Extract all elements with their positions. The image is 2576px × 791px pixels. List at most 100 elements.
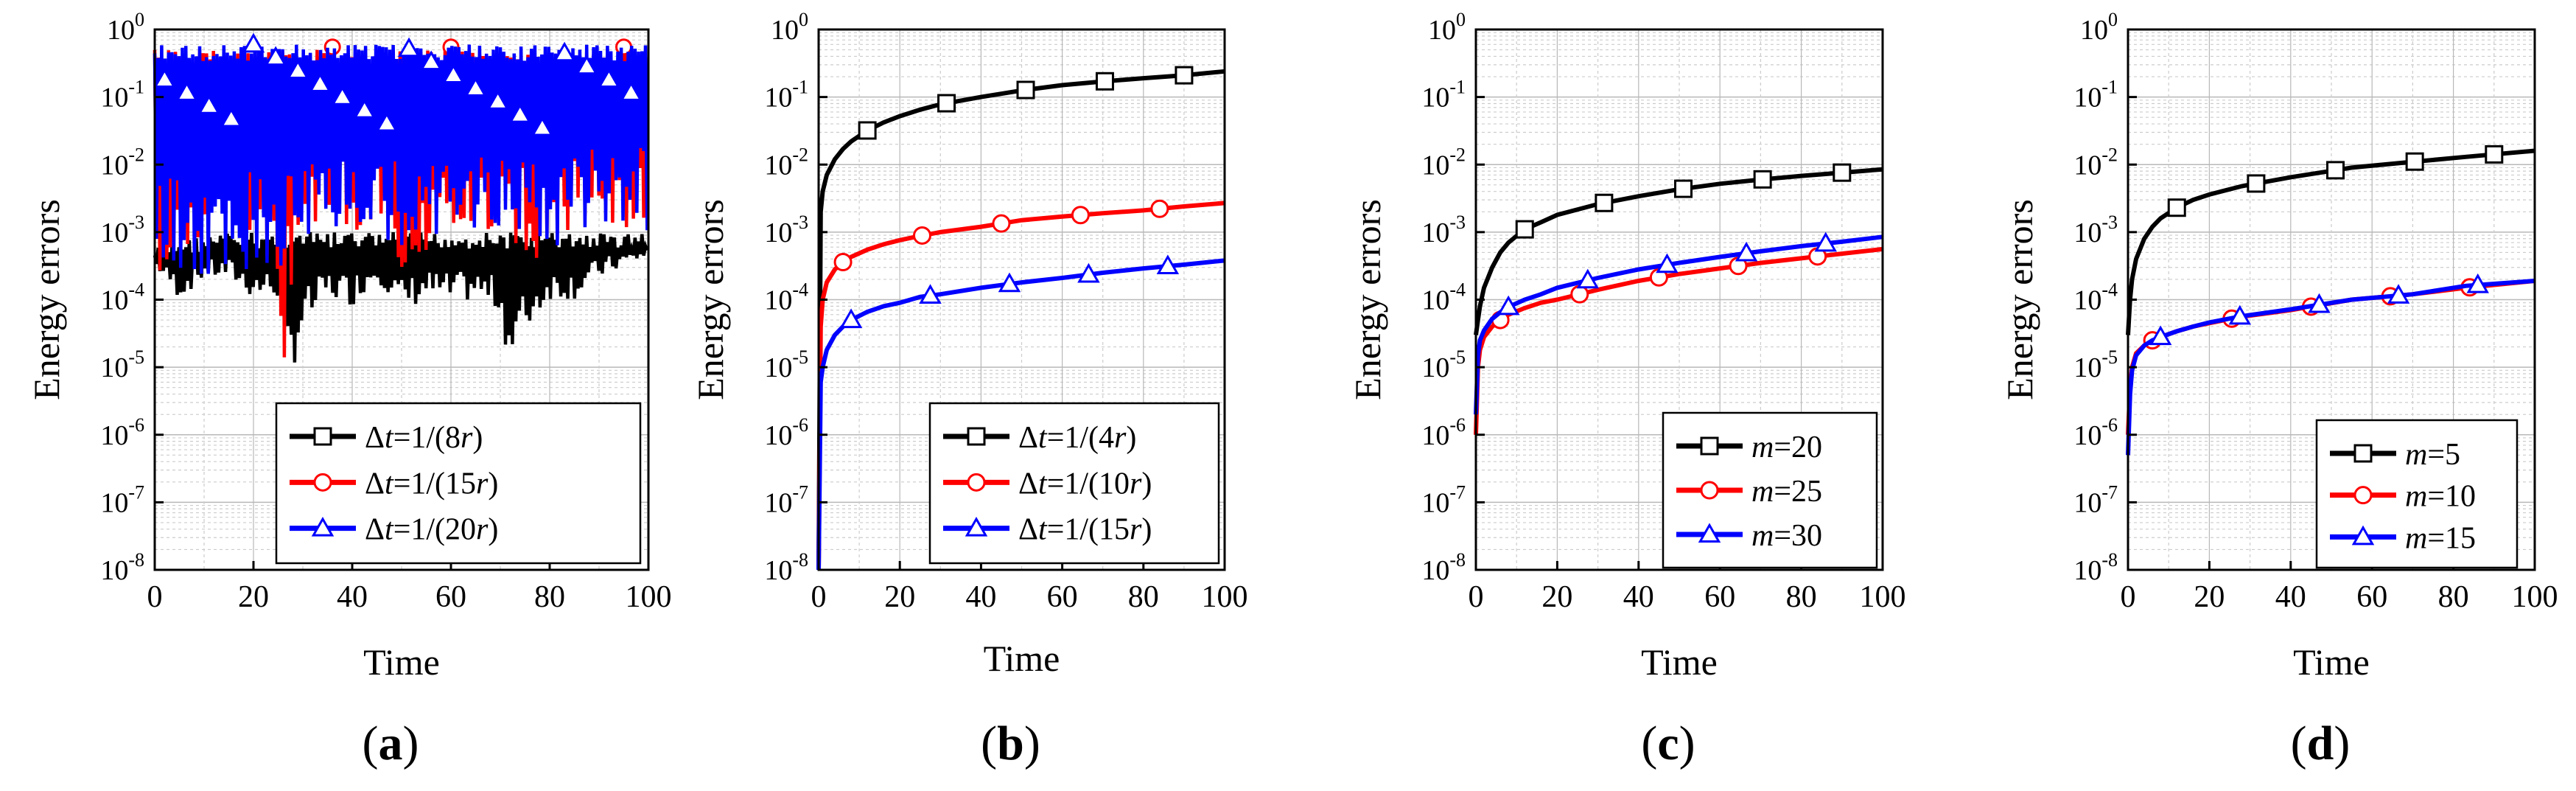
legend-marker [967, 473, 986, 492]
data-point [464, 77, 487, 97]
data-point [220, 107, 243, 128]
panel-label: (d) [2291, 717, 2351, 770]
series-1 [2126, 144, 2535, 335]
x-tick-label: 100 [1860, 580, 1906, 614]
legend-label: m=5 [2405, 438, 2460, 472]
y-tick-label: 10-8 [2073, 549, 2118, 586]
series-3 [1474, 231, 1883, 415]
data-point [1814, 231, 1837, 252]
legend-entry: Δt=1/(15r) [943, 513, 1152, 547]
y-tick-label: 10-4 [2073, 279, 2118, 316]
legend-label: Δt=1/(15r) [1018, 513, 1152, 547]
y-tick-label: 10-1 [100, 77, 144, 114]
legend-entry: Δt=1/(4r) [943, 421, 1136, 455]
data-point [937, 94, 956, 113]
legend: m=20 m=25 m=30 [1662, 411, 1878, 569]
data-point [1674, 179, 1693, 198]
series-line [1474, 234, 1883, 415]
y-tick-label: 100 [107, 9, 144, 46]
y-axis-label: Energy errors [26, 199, 67, 400]
data-point [998, 272, 1021, 293]
series-1 [816, 66, 1225, 571]
legend-marker [1700, 436, 1719, 456]
y-tick-label: 10-8 [764, 549, 808, 586]
series-3 [153, 32, 649, 274]
panel-2: 100 10-1 10-2 10-3 10-4 10-5 10-6 10-7 10-80 20 40… [690, 9, 1248, 770]
data-point [2167, 198, 2186, 217]
legend-label: Δt=1/(10r) [1018, 467, 1152, 501]
x-tick-label: 20 [884, 580, 915, 614]
y-tick-label: 10-1 [1421, 77, 1466, 114]
y-tick-label: 100 [771, 9, 808, 46]
y-tick-label: 10-7 [764, 481, 808, 518]
x-tick-label: 40 [965, 580, 996, 614]
legend-label: Δt=1/(15r) [365, 467, 498, 501]
y-axis-label: Energy errors [1347, 199, 1388, 400]
panel-4: 100 10-1 10-2 10-3 10-4 10-5 10-6 10-7 10-80 20 40… [1999, 9, 2558, 770]
data-point [1595, 193, 1614, 212]
legend-marker [1698, 523, 1721, 543]
y-axis-label: Energy errors [690, 199, 731, 400]
y-tick-label: 10-3 [2073, 212, 2118, 248]
legend-entry: Δt=1/(20r) [290, 513, 498, 547]
data-point [2485, 144, 2504, 164]
y-axis-label: Energy errors [1999, 199, 2040, 400]
series-line [2126, 279, 2535, 456]
data-point [1175, 66, 1194, 85]
panel-1: 100 10-1 10-2 10-3 10-4 10-5 10-6 10-7 10-80 20 40… [26, 9, 672, 770]
y-tick-label: 10-6 [1421, 414, 1466, 451]
legend-entry: m=15 [2330, 521, 2476, 555]
legend-entry: Δt=1/(15r) [290, 467, 498, 501]
x-tick-label: 20 [1541, 580, 1572, 614]
data-point [1656, 253, 1679, 273]
x-tick-label: 60 [2356, 580, 2387, 614]
data-point [264, 46, 287, 66]
series-3 [2126, 273, 2535, 456]
y-tick-label: 10-8 [100, 549, 144, 586]
x-tick-label: 0 [811, 580, 827, 614]
legend-marker [313, 427, 332, 446]
data-point [531, 116, 554, 136]
data-point [913, 226, 932, 245]
data-point [1735, 241, 1758, 262]
y-tick-label: 10-5 [2073, 346, 2118, 383]
series-3 [816, 254, 1225, 571]
data-point [858, 121, 877, 140]
data-point [397, 37, 421, 58]
data-point [2228, 304, 2252, 325]
x-tick-label: 0 [2121, 580, 2136, 614]
legend-marker [967, 427, 986, 446]
legend-marker [313, 473, 332, 492]
y-tick-label: 10-1 [2073, 77, 2118, 114]
data-point [1576, 268, 1600, 289]
legend-label: Δt=1/(8r) [365, 421, 483, 455]
data-point [1150, 199, 1169, 218]
x-tick-label: 80 [534, 580, 565, 614]
legend-entry: m=10 [2330, 480, 2476, 514]
legend-marker [311, 516, 335, 537]
data-point [175, 81, 198, 101]
series-2 [816, 199, 1225, 571]
data-point [2405, 152, 2424, 171]
series-line [816, 258, 1225, 571]
x-tick-label: 40 [337, 580, 368, 614]
y-tick-label: 10-6 [100, 414, 144, 451]
legend-label: Δt=1/(20r) [365, 513, 498, 547]
y-tick-label: 10-3 [100, 212, 144, 248]
data-point [353, 98, 376, 119]
data-point [2466, 273, 2489, 293]
y-tick-label: 10-7 [100, 481, 144, 518]
legend-label: m=10 [2405, 480, 2476, 514]
data-point [442, 63, 465, 84]
x-tick-label: 100 [2512, 580, 2558, 614]
y-tick-label: 10-6 [2073, 414, 2118, 451]
x-tick-label: 100 [626, 580, 672, 614]
y-tick-label: 10-7 [1421, 481, 1466, 518]
data-point [2247, 174, 2266, 193]
y-tick-label: 10-7 [2073, 481, 2118, 518]
legend-marker [2353, 444, 2373, 463]
data-point [575, 55, 598, 75]
panel-label: (a) [363, 717, 419, 770]
x-axis-label: Time [1641, 641, 1718, 683]
legend-entry: Δt=1/(8r) [290, 421, 483, 455]
